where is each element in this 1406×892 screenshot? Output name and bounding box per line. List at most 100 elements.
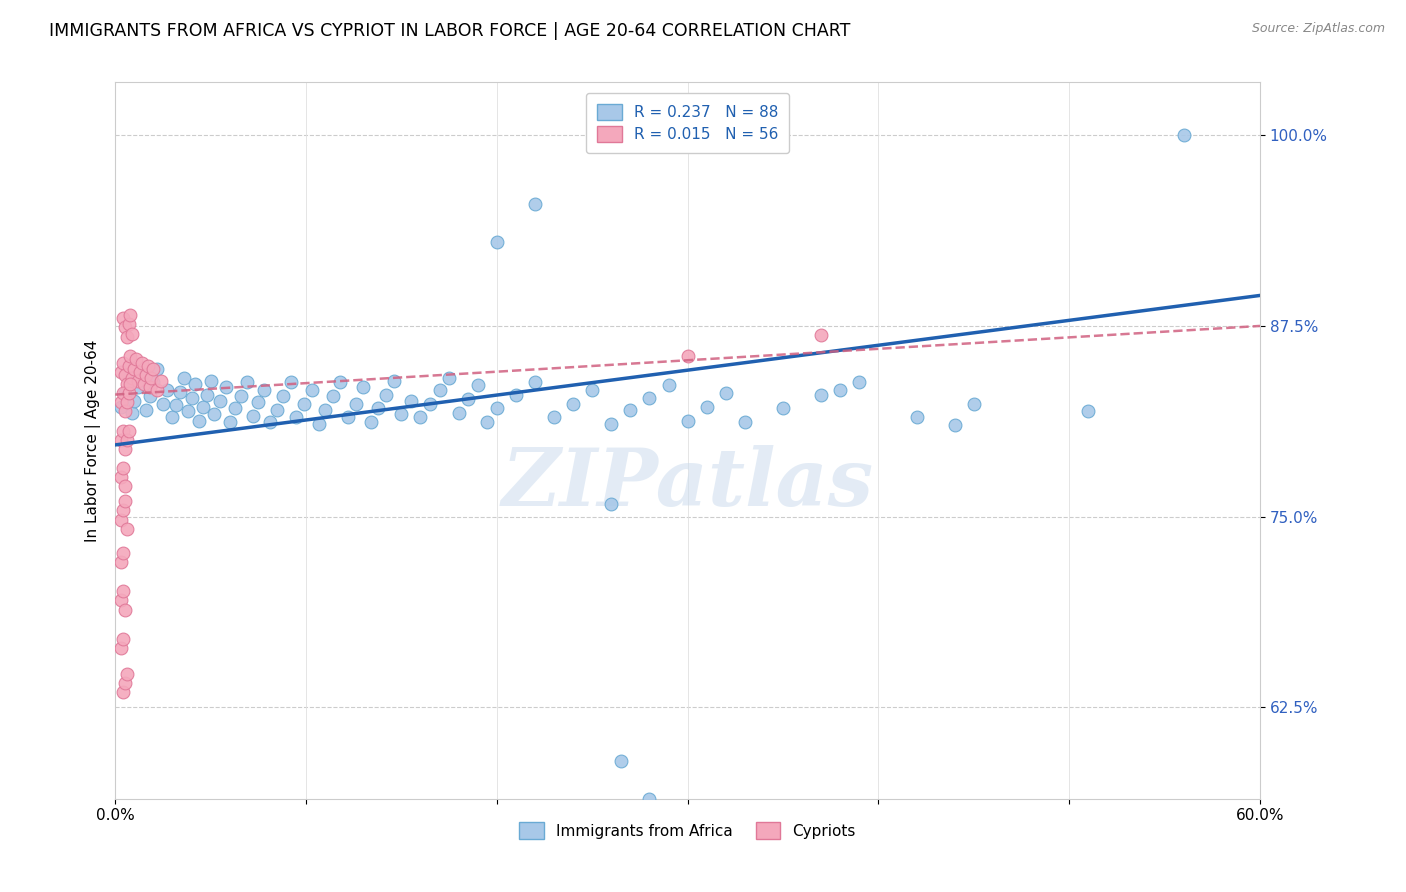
Point <box>121 406 143 420</box>
Point <box>714 386 737 401</box>
Point <box>247 395 270 409</box>
Point <box>259 415 281 429</box>
Point <box>114 479 136 493</box>
Point <box>142 361 165 376</box>
Point <box>131 355 153 369</box>
Point <box>367 401 389 416</box>
Point <box>810 387 832 401</box>
Point <box>176 404 198 418</box>
Point <box>115 329 138 343</box>
Point <box>301 383 323 397</box>
Point <box>115 666 138 681</box>
Point <box>127 374 149 388</box>
Point <box>329 376 352 390</box>
Point <box>457 392 479 406</box>
Point <box>336 410 359 425</box>
Point <box>696 400 718 414</box>
Point <box>676 350 699 364</box>
Point <box>360 415 382 429</box>
Point <box>169 384 191 399</box>
Point <box>115 395 138 409</box>
Point <box>132 376 155 391</box>
Point <box>447 406 470 420</box>
Point <box>135 368 157 382</box>
Point <box>1173 128 1195 143</box>
Point <box>963 397 986 411</box>
Point <box>352 380 374 394</box>
Point <box>111 424 134 438</box>
Point <box>115 376 138 391</box>
Point <box>224 401 246 416</box>
Point <box>943 418 966 433</box>
Point <box>467 378 489 392</box>
Point <box>110 400 132 414</box>
Point <box>523 376 546 390</box>
Point <box>399 393 422 408</box>
Point <box>285 410 308 425</box>
Point <box>292 397 315 411</box>
Point <box>848 376 870 390</box>
Point <box>477 415 499 429</box>
Point <box>419 397 441 411</box>
Point <box>111 386 134 401</box>
Point <box>111 685 134 699</box>
Point <box>266 402 288 417</box>
Point <box>110 640 132 655</box>
Point <box>523 197 546 211</box>
Point <box>173 371 195 385</box>
Point <box>638 391 661 405</box>
Point <box>543 410 565 425</box>
Point <box>111 355 134 369</box>
Point <box>344 397 367 411</box>
Point <box>114 320 136 334</box>
Point <box>110 470 132 484</box>
Text: Source: ZipAtlas.com: Source: ZipAtlas.com <box>1251 22 1385 36</box>
Point <box>638 791 661 805</box>
Point <box>142 376 165 390</box>
Point <box>229 389 252 403</box>
Point <box>200 374 222 388</box>
Point <box>676 413 699 427</box>
Point <box>195 387 218 401</box>
Point <box>485 235 508 249</box>
Point <box>215 380 238 394</box>
Point <box>253 383 276 397</box>
Point <box>1077 404 1099 418</box>
Point <box>162 410 184 425</box>
Point <box>830 383 852 397</box>
Point <box>121 326 143 341</box>
Point <box>138 389 160 403</box>
Point <box>110 513 132 527</box>
Point <box>135 402 157 417</box>
Point <box>581 383 603 397</box>
Point <box>146 361 169 376</box>
Point <box>619 402 641 417</box>
Point <box>202 408 225 422</box>
Point <box>114 676 136 690</box>
Point <box>610 754 633 768</box>
Point <box>485 401 508 416</box>
Point <box>382 374 405 388</box>
Point <box>375 387 398 401</box>
Point <box>280 376 302 390</box>
Point <box>236 376 259 390</box>
Point <box>117 359 139 373</box>
Point <box>314 402 336 417</box>
Point <box>125 352 148 367</box>
Y-axis label: In Labor Force | Age 20-64: In Labor Force | Age 20-64 <box>86 339 101 541</box>
Point <box>308 417 330 431</box>
Point <box>188 413 211 427</box>
Point <box>600 497 623 511</box>
Point <box>772 401 794 416</box>
Point <box>437 371 460 385</box>
Point <box>562 397 585 411</box>
Point <box>810 328 832 343</box>
Point <box>121 371 143 385</box>
Point <box>149 374 172 388</box>
Point <box>322 389 344 403</box>
Point <box>156 383 179 397</box>
Point <box>111 584 134 599</box>
Point <box>114 602 136 616</box>
Point <box>905 410 928 425</box>
Point <box>120 350 142 364</box>
